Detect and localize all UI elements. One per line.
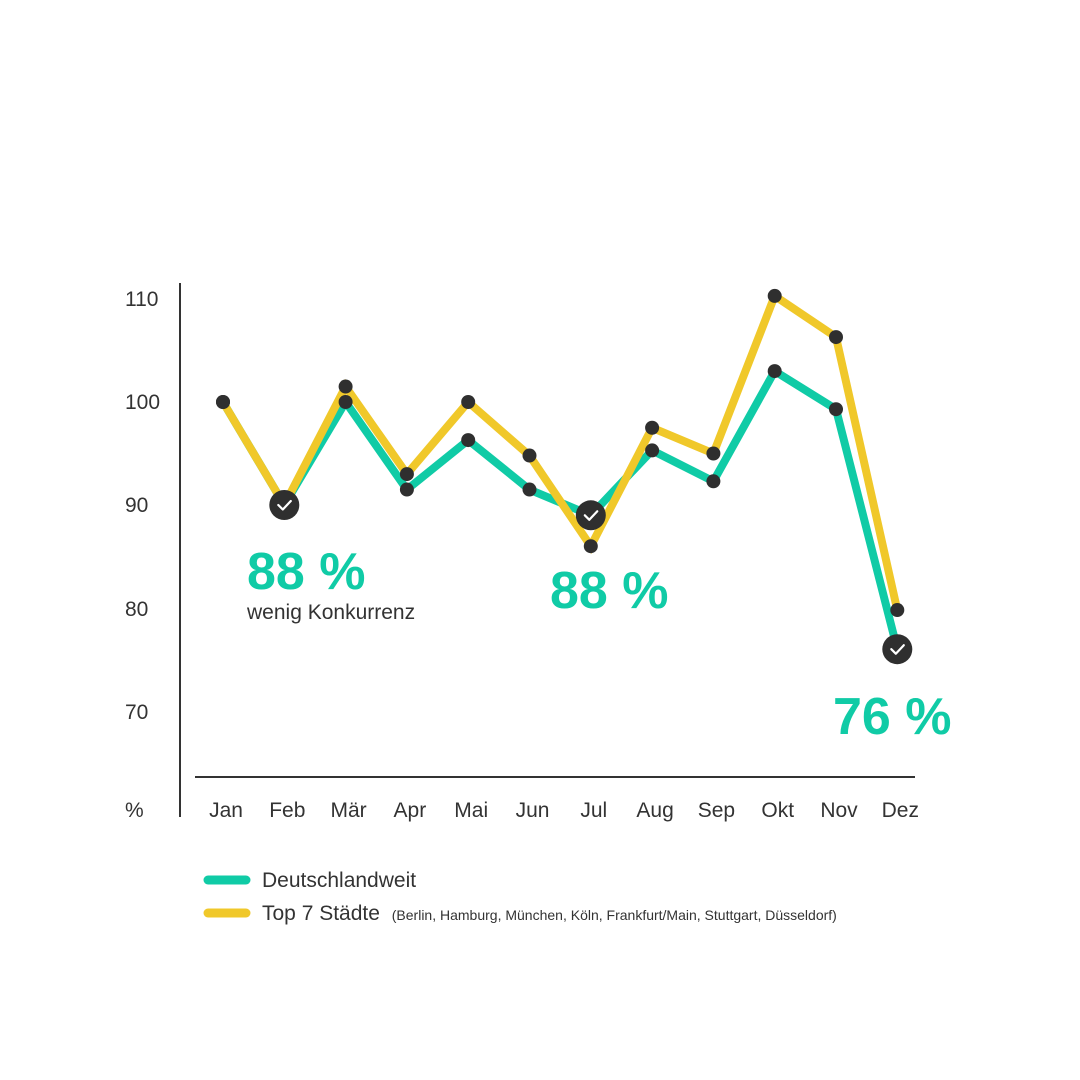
annotation-value-jul: 88 % — [550, 562, 669, 620]
legend-item-deutschlandweit: Deutschlandweit — [203, 869, 416, 892]
x-tick-label: Jan — [209, 799, 243, 822]
y-tick-label: 90 — [125, 494, 148, 517]
x-tick-label: Okt — [761, 799, 794, 822]
x-tick-label: Jun — [516, 799, 550, 822]
check-marker-circle — [269, 490, 300, 520]
y-tick-labels: 110 100 90 80 70 % — [125, 288, 160, 822]
data-point — [461, 433, 476, 448]
legend-item-top7: Top 7 Städte (Berlin, Hamburg, München, … — [203, 902, 837, 925]
x-tick-label: Feb — [269, 799, 305, 822]
x-tick-label: Mai — [454, 799, 488, 822]
data-point — [706, 446, 721, 461]
legend-label-deutschlandweit: Deutschlandweit — [262, 869, 416, 892]
data-point — [399, 467, 414, 482]
y-tick-label: 100 — [125, 391, 160, 414]
data-point — [890, 603, 905, 618]
x-tick-label: Sep — [698, 799, 735, 822]
check-marker-icon — [575, 500, 606, 531]
series-line-top7 — [219, 289, 902, 611]
data-point — [645, 443, 660, 458]
annotation-value-feb: 88 % — [247, 543, 366, 601]
legend: Deutschlandweit Top 7 Städte (Berlin, Ha… — [203, 869, 837, 925]
data-point — [829, 330, 843, 345]
legend-label-top7-detail: (Berlin, Hamburg, München, Köln, Frankfu… — [392, 907, 837, 923]
check-mark — [277, 499, 292, 511]
annotations: 88 % wenig Konkurrenz 88 % 76 % — [246, 543, 952, 746]
series-lines — [219, 289, 902, 651]
x-tick-label: Mär — [331, 799, 367, 822]
data-point — [216, 395, 230, 409]
x-tick-label: Apr — [394, 799, 427, 822]
check-mark — [583, 510, 599, 521]
x-tick-labels: Jan Feb Mär Apr Mai Jun Jul Aug Sep Okt Nov Dez — [209, 799, 919, 822]
y-tick-label: 70 — [125, 701, 148, 724]
data-points — [216, 288, 913, 665]
x-tick-label: Dez — [882, 799, 919, 822]
data-point — [522, 448, 537, 463]
legend-label-top7: Top 7 Städte (Berlin, Hamburg, München, … — [262, 902, 837, 925]
data-point — [767, 288, 782, 303]
data-point — [706, 474, 721, 489]
y-axis-unit-label: % — [125, 799, 144, 822]
data-point — [338, 395, 353, 409]
check-mark — [890, 644, 905, 655]
data-point — [645, 420, 660, 435]
data-point — [583, 539, 598, 554]
x-tick-label: Nov — [820, 799, 858, 822]
annotation-value-dez: 76 % — [833, 688, 952, 746]
check-marker-circle — [882, 634, 913, 665]
check-marker-circle — [575, 500, 606, 531]
y-tick-label: 110 — [125, 288, 158, 311]
data-point — [399, 482, 414, 497]
y-tick-label: 80 — [125, 598, 148, 621]
data-point — [767, 364, 782, 379]
data-point — [461, 395, 476, 409]
data-point — [829, 402, 843, 417]
check-marker-icon — [269, 490, 300, 520]
data-point — [522, 482, 537, 497]
legend-label-top7-name: Top 7 Städte — [262, 902, 380, 925]
x-tick-label: Aug — [636, 799, 673, 822]
data-point — [338, 379, 353, 394]
check-marker-icon — [882, 634, 913, 665]
x-tick-label: Jul — [580, 799, 607, 822]
annotation-note-feb: wenig Konkurrenz — [246, 601, 415, 624]
